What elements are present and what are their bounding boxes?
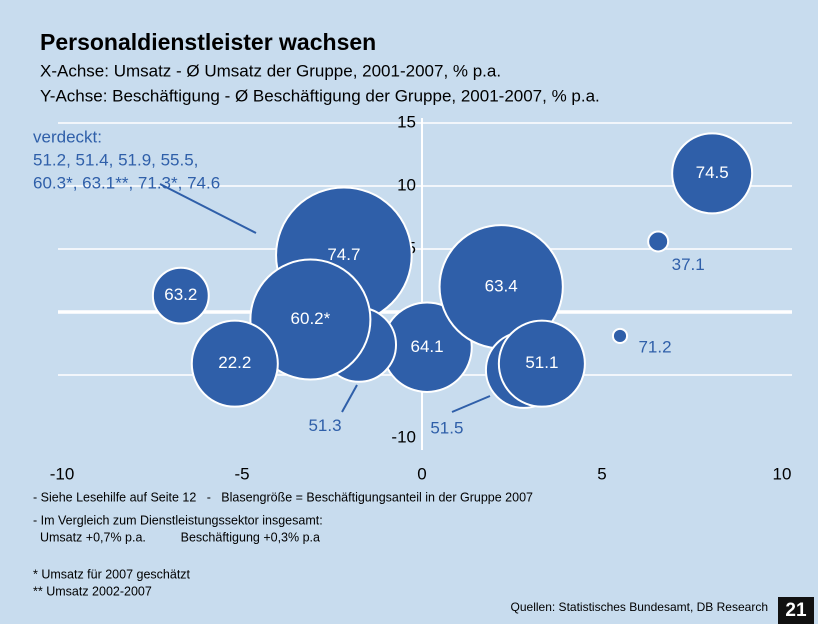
y-tick-label: 15 [397,112,416,131]
bubble [249,258,372,381]
footnote: Umsatz +0,7% p.a. Beschäftigung +0,3% p.… [33,530,320,544]
subtitle: X-Achse: Umsatz - Ø Umsatz der Gruppe, 2… [40,61,501,80]
page-number: 21 [785,600,807,621]
page-number-box [778,597,814,624]
footnote: - Im Vergleich zum Dienstleistungssektor… [33,513,323,527]
bubble-label: 51.3 [308,416,341,435]
bubble [611,327,629,345]
bubble [497,319,586,408]
y-tick-label: -10 [391,427,416,446]
subtitle: Y-Achse: Beschäftigung - Ø Beschäftigung… [40,86,600,105]
y-tick-label: 10 [397,175,416,194]
bubble-label: 74.5 [696,163,729,182]
leader-line [159,183,257,234]
bubble [151,266,210,325]
bubble-label: 37.1 [672,255,705,274]
bubble-label: 74.7 [327,245,360,264]
bubble-label: 63.2 [164,285,197,304]
bubble-label: 71.2 [638,337,671,356]
bubble-label: 51.5 [430,418,463,437]
leader-line [451,395,491,413]
x-tick-label: -10 [50,464,75,483]
leader-line [341,384,358,413]
chart-title: Personaldienstleister wachsen [40,29,376,55]
bubble [190,319,279,408]
source: Quellen: Statistisches Bundesamt, DB Res… [511,600,768,614]
bubble-label: 22.2 [218,353,251,372]
x-tick-label: 10 [773,464,792,483]
bubble-label: 64.1 [410,337,443,356]
footnote: * Umsatz für 2007 geschätzt [33,567,191,581]
annotation: verdeckt: [33,127,102,146]
bubble [671,132,754,215]
footnote: - Siehe Lesehilfe auf Seite 12 - Blaseng… [33,490,533,504]
bubble-label: 60.2* [291,309,331,328]
x-tick-label: 5 [597,464,606,483]
x-tick-label: 0 [417,464,426,483]
annotation: 60.3*, 63.1**, 71.3*, 74.6 [33,173,220,192]
footnote: ** Umsatz 2002-2007 [33,584,152,598]
bubble-label: 51.1 [525,353,558,372]
bubble [647,230,670,253]
bubble-label: 63.4 [485,276,518,295]
x-tick-label: -5 [234,464,249,483]
annotation: 51.2, 51.4, 51.9, 55.5, [33,150,198,169]
